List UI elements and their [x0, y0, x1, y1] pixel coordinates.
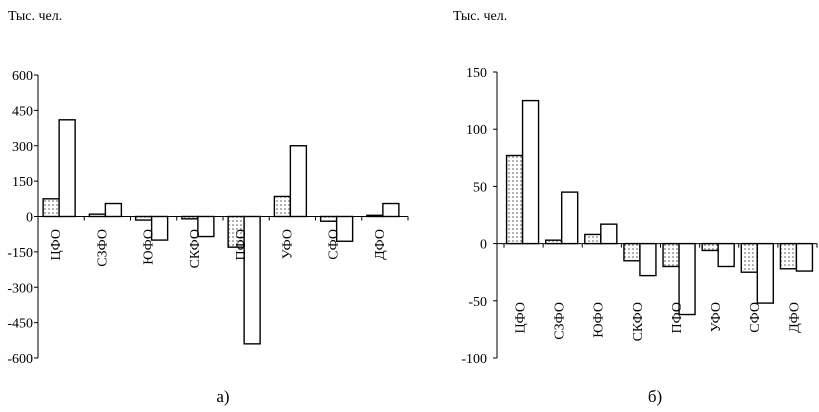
chart-b-category-label: ДФО [787, 302, 802, 333]
chart-b-category-label: СФО [748, 302, 763, 333]
chart-b-bar-blank [639, 242, 657, 277]
chart-b: Тыс. чел. 150 100 50 0 -50 -100 ЦФО СЗФО ЮФО СКФ… [453, 9, 818, 406]
chart-a-bar-blank [289, 145, 308, 218]
chart-b-category-label: ПФО [670, 302, 685, 333]
chart-a-y-tick-label: 300 [12, 140, 33, 155]
chart-a-category-label: ЦФО [49, 229, 64, 260]
chart-b-caption: б) [648, 387, 662, 406]
chart-b-bar-blank [600, 223, 618, 245]
chart-a-category-label: ЮФО [142, 229, 157, 265]
chart-a-y-tick-label: 0 [26, 211, 33, 226]
chart-a-bar-blank [104, 202, 123, 218]
chart-b-bar-dotted [544, 239, 563, 245]
chart-b-bar-dotted [584, 233, 602, 245]
chart-b-bar-blank [756, 242, 775, 304]
chart-b-bar-dotted [623, 242, 641, 262]
chart-b-y-ticks: 150 100 50 0 -50 -100 [461, 66, 497, 367]
chart-a-bar-dotted [273, 195, 292, 218]
chart-a-y-ticks: 600 450 300 150 0 -150 -300 -450 -600 [7, 69, 38, 367]
chart-b-y-tick-label: -50 [468, 295, 487, 310]
chart-b-bar-dotted [662, 242, 680, 268]
chart-a-caption: а) [216, 387, 229, 406]
chart-b-bar-blank [717, 242, 735, 268]
chart-b-bar-blank [560, 191, 579, 245]
chart-b-bar-dotted [505, 154, 524, 245]
chart-b-unit-label: Тыс. чел. [453, 9, 507, 24]
chart-b-category-label: ЦФО [513, 302, 528, 333]
chart-b-category-label: ЮФО [592, 302, 607, 338]
chart-b-y-tick-label: 150 [466, 66, 487, 81]
chart-a-y-tick-label: -600 [7, 352, 33, 367]
chart-a-y-tick-label: 450 [12, 104, 33, 119]
chart-a-category-label: ПФО [234, 229, 249, 260]
chart-a-y-tick-label: 600 [12, 69, 33, 84]
chart-b-bar-blank [795, 242, 814, 272]
chart-b-bar-blank [521, 99, 540, 245]
chart-a-y-tick-label: -150 [7, 246, 33, 261]
chart-a-axes [37, 75, 409, 358]
chart-b-y-tick-label: 0 [480, 238, 487, 253]
chart-a-category-label: СКФО [188, 229, 203, 268]
chart-b-bar-dotted [740, 242, 759, 273]
chart-a-category-label: СФО [327, 229, 342, 260]
chart-a-category-label: ДФО [373, 229, 388, 260]
chart-a-y-tick-label: -450 [7, 317, 33, 332]
chart-b-y-tick-label: 50 [473, 180, 487, 195]
chart-b-category-label: СКФО [631, 302, 646, 341]
chart-b-y-tick-label: -100 [461, 352, 487, 367]
chart-a-categories: ЦФО СЗФО ЮФО СКФО ПФО УФО СФО ДФО [49, 229, 388, 268]
chart-a-bar-blank [58, 119, 76, 218]
chart-a-bar-blank [382, 202, 400, 218]
chart-a-y-tick-label: 150 [12, 175, 33, 190]
chart-a-y-tick-label: -300 [7, 281, 33, 296]
chart-b-bar-dotted [779, 242, 798, 270]
chart-b-category-label: СЗФО [553, 302, 568, 340]
chart-b-categories: ЦФО СЗФО ЮФО СКФО ПФО УФО СФО ДФО [513, 302, 802, 341]
chart-a-bar-dotted [134, 215, 153, 221]
chart-a-category-label: УФО [280, 229, 295, 259]
chart-a-bars [42, 119, 400, 345]
chart-b-bar-dotted [701, 242, 719, 252]
chart-a: Тыс. чел. 6004503001500-150-300-450-600 … [7, 9, 409, 406]
chart-b-bars [505, 99, 814, 316]
chart-b-y-tick-label: 100 [466, 123, 487, 138]
chart-b-axes [496, 72, 818, 358]
chart-a-bar-dotted [319, 215, 338, 222]
chart-a-unit-label: Тыс. чел. [8, 9, 62, 24]
chart-a-category-label: СЗФО [95, 229, 110, 267]
chart-b-category-label: УФО [709, 302, 724, 332]
chart-a-bar-dotted [42, 198, 60, 218]
